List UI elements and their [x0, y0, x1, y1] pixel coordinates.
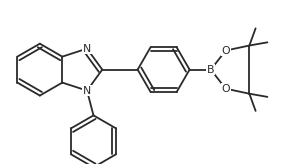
Text: N: N [83, 44, 91, 54]
Text: O: O [221, 46, 230, 56]
Text: O: O [221, 84, 230, 94]
Text: B: B [207, 65, 214, 75]
Text: N: N [83, 86, 91, 96]
